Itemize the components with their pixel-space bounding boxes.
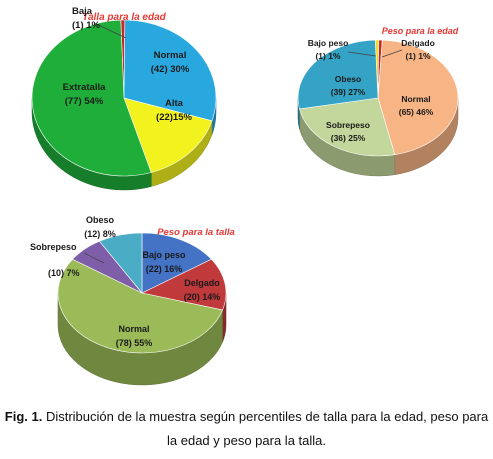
slice-value-normal: (65) 46% bbox=[399, 107, 434, 117]
chart-title: Peso para la edad bbox=[382, 26, 459, 36]
slice-label-normal: Normal bbox=[154, 50, 187, 61]
pie-slice-alta bbox=[123, 97, 213, 173]
pie-chart-talla-para-la-edad: Talla para la edad Baja (1) 1% Normal (42) 3… bbox=[2, 0, 242, 210]
leader-line-delgado bbox=[381, 49, 403, 58]
slice-label-baja: Baja bbox=[72, 6, 93, 17]
pie-slice-normal bbox=[377, 39, 459, 156]
pie-slice-normal bbox=[57, 258, 223, 354]
pie-slice-extratalla bbox=[31, 19, 152, 177]
slice-label-sobrepeso: Sobrepeso bbox=[326, 120, 370, 130]
slice-value-obeso: (12) 8% bbox=[84, 229, 116, 239]
pie-slices bbox=[57, 232, 227, 354]
pie-slice-obeso bbox=[98, 232, 143, 294]
slice-label-bajo-peso: Bajo peso bbox=[142, 250, 186, 260]
caption-label: Fig. 1. bbox=[4, 409, 43, 424]
slice-value-delgado: (20) 14% bbox=[184, 292, 221, 302]
pie-slices bbox=[31, 19, 217, 177]
figure-caption: Fig. 1. Distribución de la muestra según… bbox=[0, 405, 493, 453]
slice-label-alta: Alta bbox=[165, 98, 184, 109]
slice-value-sobrepeso: (36) 25% bbox=[331, 133, 366, 143]
caption-text: Distribución de la muestra según percent… bbox=[45, 409, 489, 448]
slice-label-delgado: Delgado bbox=[401, 38, 435, 48]
pie-svg: Peso para la talla Bajo peso (22) 16%Delga… bbox=[30, 215, 235, 386]
slice-value-sobrepeso: (10) 7% bbox=[48, 268, 80, 278]
slice-label-normal: Normal bbox=[401, 94, 430, 104]
slice-value-extratalla: (77) 54% bbox=[65, 96, 104, 107]
leader-line-baja bbox=[93, 22, 127, 39]
leader-line-bajo-peso bbox=[347, 51, 377, 57]
pie-slice-sobrepeso bbox=[299, 97, 396, 157]
chart-title: Peso para la talla bbox=[157, 227, 235, 238]
slice-value-normal: (78) 55% bbox=[116, 338, 153, 348]
slice-value-bajo-peso: (1) 1% bbox=[315, 51, 340, 61]
slice-label-obeso: Obeso bbox=[335, 74, 361, 84]
pie-slices bbox=[297, 39, 459, 157]
pie-slice-normal bbox=[123, 19, 217, 122]
slice-label-obeso: Obeso bbox=[86, 215, 115, 225]
slice-value-delgado: (1) 1% bbox=[405, 51, 430, 61]
slice-label-normal: Normal bbox=[118, 324, 149, 334]
slice-label-extratalla: Extratalla bbox=[63, 82, 106, 93]
slice-value-obeso: (39) 27% bbox=[331, 87, 366, 97]
slice-value-bajo-peso: (22) 16% bbox=[146, 264, 183, 274]
chart-title: Talla para la edad bbox=[82, 12, 166, 23]
pie-slice-bajo-peso bbox=[141, 232, 212, 294]
slice-label-bajo-peso: Bajo peso bbox=[308, 38, 349, 48]
pie-slice-obeso bbox=[297, 39, 379, 110]
slice-value-alta: (22)15% bbox=[156, 112, 192, 123]
pie-chart-peso-para-la-talla: Peso para la talla Bajo peso (22) 16% Delga… bbox=[8, 205, 248, 395]
slice-label-delgado: Delgado bbox=[184, 278, 220, 288]
leader-line-sobrepeso bbox=[83, 252, 105, 264]
slice-value-baja: (1) 1% bbox=[72, 20, 101, 31]
pie-chart-peso-para-la-edad: Peso para la edad Bajo peso (1) 1% Delgado (… bbox=[290, 20, 490, 190]
slice-label-sobrepeso: Sobrepeso bbox=[30, 242, 77, 252]
pie-svg: Peso para la edad Bajo peso (1) 1% Delgado (… bbox=[297, 26, 459, 177]
slice-value-normal: (42) 30% bbox=[151, 64, 190, 75]
